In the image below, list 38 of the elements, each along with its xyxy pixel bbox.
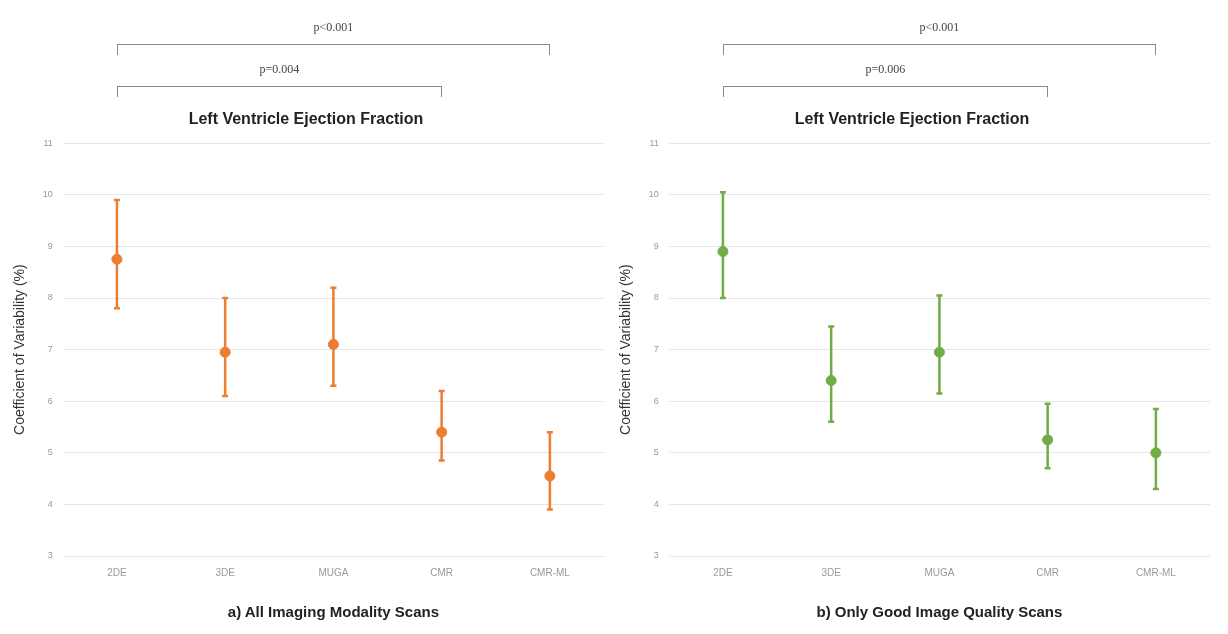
x-tick-label: 2DE (107, 566, 127, 578)
chart-title: Left Ventricle Ejection Fraction (188, 110, 424, 128)
y-tick-label: 9 (47, 240, 53, 251)
chart-title: Left Ventricle Ejection Fraction (794, 110, 1030, 128)
y-axis-title: Coefficient of Variability (%) (617, 264, 634, 435)
x-tick-label: CMR-ML (1135, 566, 1177, 578)
y-tick-label: 8 (653, 292, 659, 303)
x-tick-label: 3DE (821, 566, 842, 578)
y-tick-label: 4 (653, 498, 659, 509)
x-axis-title: a) All Imaging Modality Scans (227, 603, 439, 621)
y-tick-label: 11 (43, 137, 53, 148)
x-tick-label: MUGA (924, 566, 955, 578)
y-tick-label: 4 (47, 498, 53, 509)
y-tick-label: 3 (47, 550, 53, 561)
text: p<0.001 (918, 20, 961, 36)
y-tick-label: 9 (653, 240, 659, 251)
y-tick-label: 5 (47, 447, 53, 458)
x-axis-title: b) Only Good Image Quality Scans (816, 603, 1063, 621)
y-tick-label: 5 (653, 447, 659, 458)
y-tick-label: 7 (47, 344, 53, 355)
y-tick-label: 11 (649, 137, 659, 148)
y-tick-label: 6 (653, 395, 659, 406)
text: p<0.001 (312, 20, 355, 36)
x-tick-label: MUGA (318, 566, 349, 578)
y-axis-title: Coefficient of Variability (%) (11, 264, 28, 435)
y-tick-label: 10 (648, 189, 659, 200)
x-tick-label: CMR (430, 566, 454, 578)
x-tick-label: 3DE (215, 566, 236, 578)
text: p=0.006 (864, 62, 907, 78)
y-tick-label: 3 (653, 550, 659, 561)
x-tick-label: CMR-ML (529, 566, 571, 578)
x-tick-label: 2DE (713, 566, 733, 578)
y-tick-label: 8 (47, 292, 53, 303)
y-tick-label: 6 (47, 395, 53, 406)
x-tick-label: CMR (1036, 566, 1060, 578)
y-tick-label: 7 (653, 344, 659, 355)
text: p=0.004 (258, 62, 301, 78)
y-tick-label: 10 (42, 189, 53, 200)
